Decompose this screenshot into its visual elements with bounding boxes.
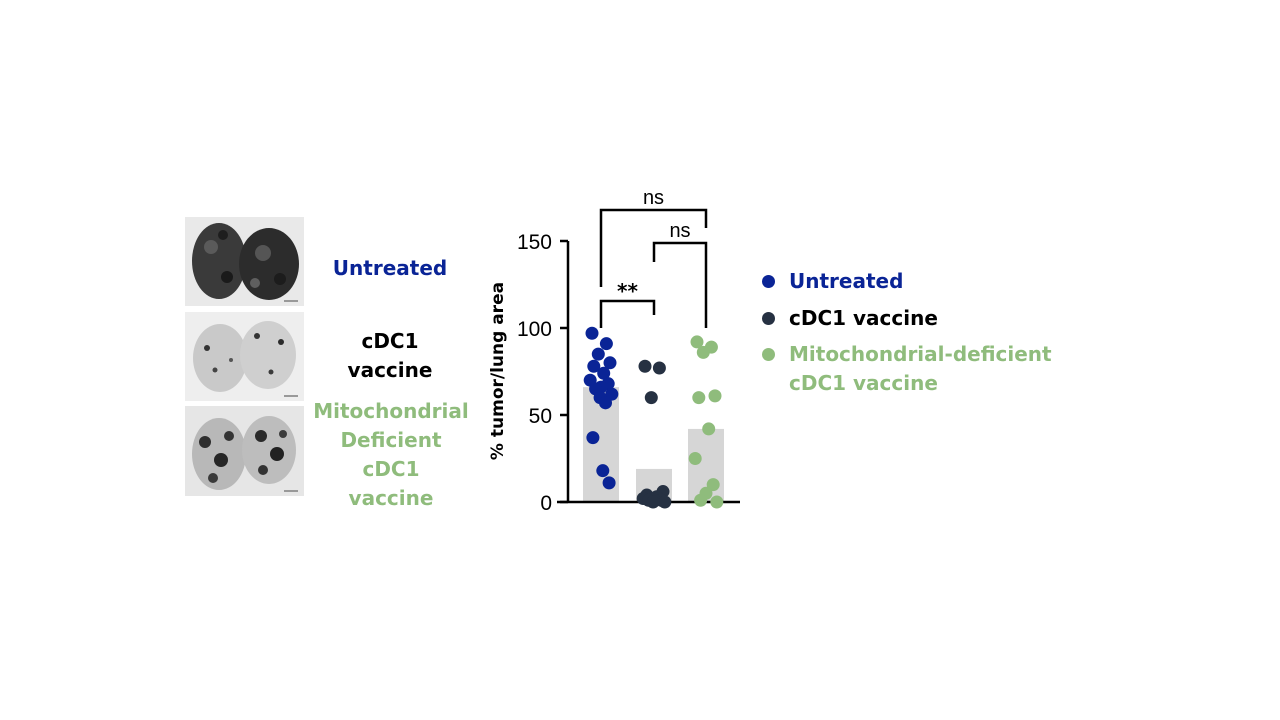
data-point [706, 478, 720, 492]
data-point [644, 391, 658, 405]
data-point [603, 356, 617, 370]
significance-label: ** [617, 279, 638, 303]
legend-dot-cdc1 [762, 312, 775, 325]
legend-dot-untreated [762, 275, 775, 288]
data-point [596, 464, 610, 478]
label-cdc1: cDC1 vaccine [320, 327, 460, 385]
data-point [702, 422, 716, 436]
significance-bracket [599, 299, 656, 328]
legend-label-mito: Mitochondrial-deficient [789, 342, 1052, 366]
data-point [710, 495, 724, 509]
data-point [638, 359, 652, 373]
data-point [658, 495, 672, 509]
significance-bracket [652, 241, 708, 328]
significance-label: ns [669, 220, 690, 242]
data-point [646, 495, 660, 509]
legend-label-untreated: Untreated [789, 269, 904, 293]
data-point [690, 335, 704, 349]
data-point [688, 452, 702, 465]
lung-image-cdc1 [185, 312, 304, 401]
significance-label: ns [643, 187, 664, 209]
data-point [586, 431, 600, 445]
data-point [708, 389, 722, 403]
significance-bracket [599, 208, 708, 287]
label-mito-line4: vaccine [348, 486, 434, 510]
data-point [652, 361, 666, 375]
data-point [587, 359, 601, 373]
y-tick-label: 150 [517, 231, 552, 254]
data-point [599, 396, 612, 410]
data-point [591, 347, 605, 361]
label-mito: Mitochondrial Deficient cDC1 vaccine [308, 397, 474, 513]
data-point [696, 345, 710, 359]
data-point [599, 337, 613, 351]
lung-image-untreated [185, 217, 304, 306]
legend-label-mito-line2: cDC1 vaccine [789, 371, 938, 395]
label-cdc1-line2: vaccine [347, 358, 433, 382]
y-tick-label: 50 [529, 405, 552, 428]
y-axis-label: % tumor/lung area [488, 282, 508, 460]
lung-image-mito [185, 406, 304, 496]
label-mito-line2: Deficient [340, 428, 442, 452]
y-tick-label: 0 [540, 492, 552, 515]
label-untreated: Untreated [332, 256, 448, 280]
legend-dot-mito [762, 348, 775, 361]
data-point [597, 366, 611, 380]
data-point [692, 391, 706, 405]
y-tick-label: 100 [517, 318, 552, 341]
data-point [694, 493, 708, 507]
legend-label-cdc1: cDC1 vaccine [789, 306, 938, 330]
label-mito-line3: cDC1 [362, 457, 420, 481]
label-cdc1-line1: cDC1 [361, 329, 419, 353]
label-mito-line1: Mitochondrial [313, 399, 469, 423]
data-point [602, 476, 616, 490]
data-point [585, 326, 599, 340]
